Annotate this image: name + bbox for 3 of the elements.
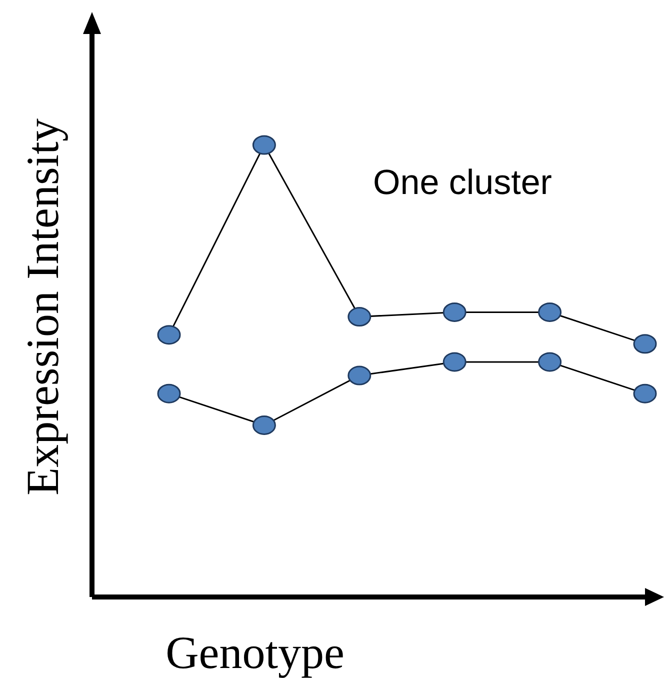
annotation: One cluster xyxy=(373,163,552,202)
x-axis-title: Genotype xyxy=(166,627,344,678)
y-axis-title: Expression Intensity xyxy=(17,118,68,496)
